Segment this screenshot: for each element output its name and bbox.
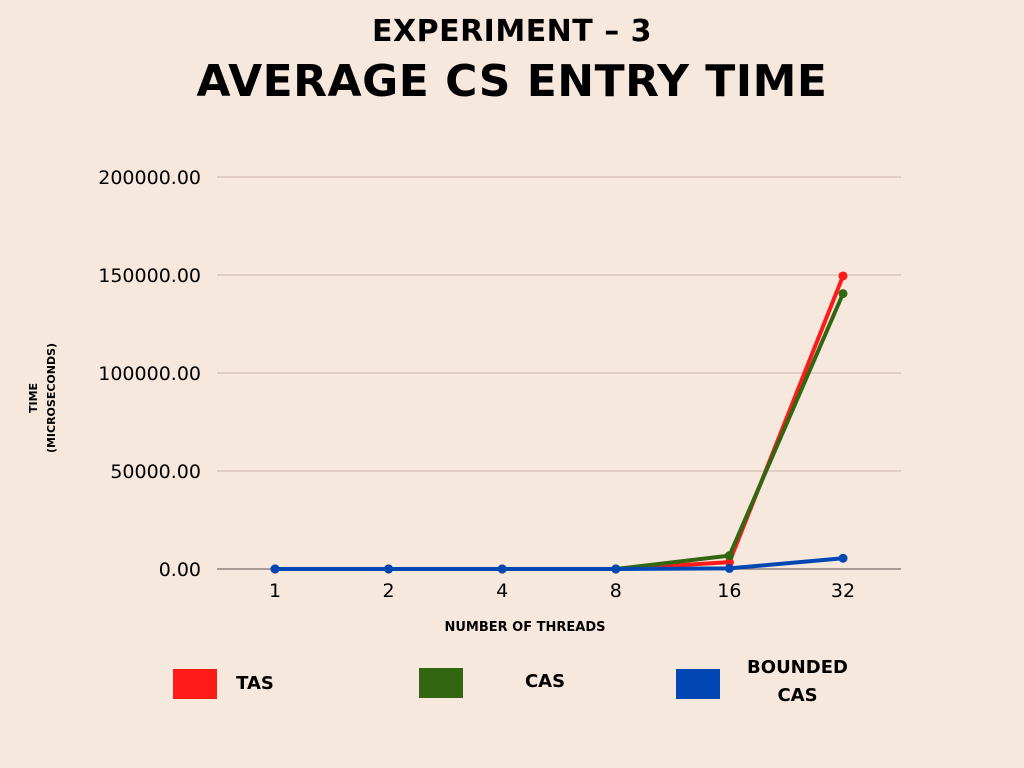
- data-point-cas: [724, 551, 734, 561]
- legend-swatch-bounded-cas: [676, 669, 720, 699]
- legend-label-bounded-cas: BOUNDED CAS: [740, 654, 855, 710]
- legend-swatch-tas: [173, 669, 217, 699]
- data-point-bounded-cas: [497, 564, 507, 574]
- data-point-bounded-cas: [384, 564, 394, 574]
- x-tick-label: 4: [496, 580, 508, 602]
- series-bounded-cas: [270, 553, 848, 574]
- data-point-bounded-cas: [270, 564, 280, 574]
- data-point-tas: [724, 557, 734, 567]
- y-axis-label-line1: TIME: [27, 383, 40, 413]
- y-tick-label: 50000.00: [110, 461, 201, 483]
- x-tick-labels: 1 2 4 8 16 32: [269, 580, 855, 602]
- series-tas: [270, 271, 848, 574]
- series-lines: [270, 271, 848, 574]
- data-point-cas: [838, 289, 848, 299]
- x-axis-label: NUMBER OF THREADS: [444, 620, 605, 635]
- x-tick-label: 1: [269, 580, 281, 602]
- chart-title: AVERAGE CS ENTRY TIME: [196, 56, 828, 107]
- legend-swatch-cas: [419, 668, 463, 698]
- x-tick-label: 2: [383, 580, 395, 602]
- x-tick-label: 32: [831, 580, 855, 602]
- data-point-bounded-cas: [724, 563, 734, 573]
- series-cas: [270, 289, 848, 574]
- legend-label-bounded-cas-line1: BOUNDED: [747, 657, 848, 678]
- y-tick-label: 0.00: [159, 559, 201, 581]
- series-line-tas: [273, 273, 845, 571]
- series-line-cas: [273, 291, 845, 571]
- y-tick-label: 100000.00: [98, 363, 201, 385]
- legend-label-bounded-cas-line2: CAS: [777, 685, 818, 706]
- data-point-tas: [838, 271, 848, 281]
- chart-subtitle: EXPERIMENT – 3: [371, 14, 653, 49]
- y-tick-label: 200000.00: [98, 167, 201, 189]
- data-point-bounded-cas: [838, 553, 848, 563]
- legend-label-tas: TAS: [236, 673, 274, 694]
- y-tick-label: 150000.00: [98, 265, 201, 287]
- y-axis-label-line2: (MICROSECONDS): [45, 343, 58, 453]
- series-line-bounded-cas: [273, 556, 845, 571]
- x-tick-label: 16: [717, 580, 741, 602]
- data-point-bounded-cas: [611, 564, 621, 574]
- legend-label-cas: CAS: [524, 671, 566, 692]
- grid-lines: [217, 176, 901, 570]
- y-axis-label: TIME (MICROSECONDS): [27, 343, 58, 453]
- y-tick-labels: 0.00 50000.00 100000.00 150000.00 200000.00: [98, 167, 201, 581]
- x-tick-label: 8: [610, 580, 622, 602]
